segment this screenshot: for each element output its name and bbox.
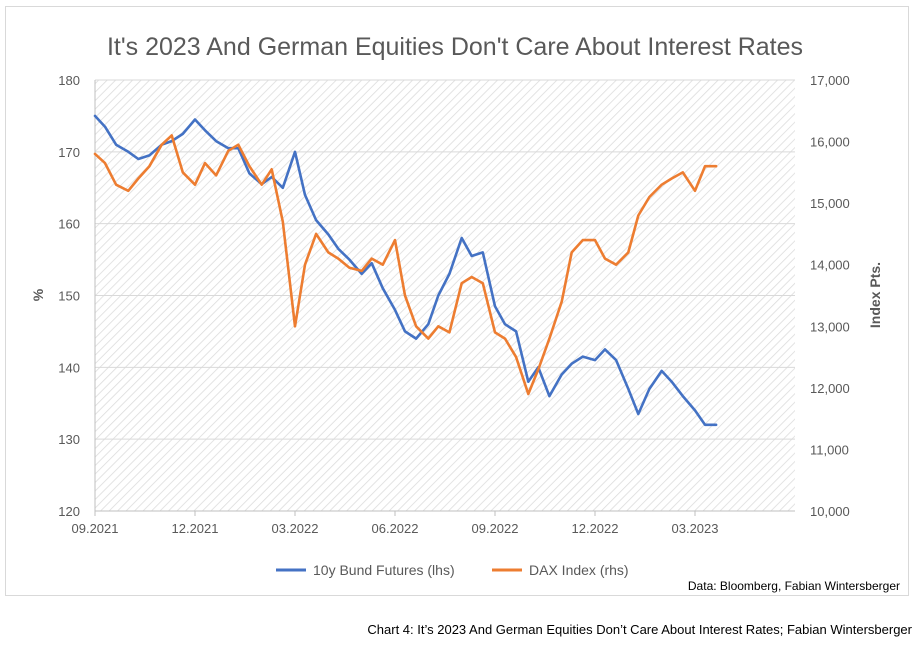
x-tick-label: 12.2022 (572, 521, 619, 536)
y-right-label: Index Pts. (867, 262, 883, 328)
y-left-tick-label: 130 (58, 432, 80, 447)
x-tick-label: 09.2021 (72, 521, 119, 536)
y-right-tick-label: 17,000 (810, 73, 850, 88)
y-left-tick-label: 170 (58, 145, 80, 160)
y-right-tick-label: 10,000 (810, 504, 850, 519)
legend-label-dax: DAX Index (rhs) (529, 562, 629, 578)
y-left-tick-label: 180 (58, 73, 80, 88)
chart-title: It's 2023 And German Equities Don't Care… (107, 33, 803, 61)
series-line-bund (93, 114, 718, 427)
legend: 10y Bund Futures (lhs) DAX Index (rhs) (276, 562, 629, 578)
right-axis: 10,000 11,000 12,000 13,000 14,000 15,000 16,0… (810, 73, 850, 519)
y-left-tick-label: 140 (58, 360, 80, 375)
y-left-tick-label: 120 (58, 504, 80, 519)
source-note: Data: Bloomberg, Fabian Wintersberger (688, 579, 900, 593)
series-line-dax (93, 134, 718, 396)
y-left-tick-label: 150 (58, 289, 80, 304)
chart-caption: Chart 4: It’s 2023 And German Equities D… (367, 622, 912, 637)
y-left-label: % (30, 288, 46, 301)
x-tick-label: 03.2022 (272, 521, 319, 536)
legend-label-bund: 10y Bund Futures (lhs) (313, 562, 455, 578)
y-left-tick-label: 160 (58, 217, 80, 232)
y-right-tick-label: 11,000 (810, 442, 849, 457)
x-tick-label: 03.2023 (672, 521, 719, 536)
y-right-tick-label: 12,000 (810, 381, 850, 396)
y-right-tick-label: 16,000 (810, 135, 850, 150)
left-axis: 120 130 140 150 160 170 180 (58, 73, 80, 519)
x-tick-label: 12.2021 (172, 521, 219, 536)
x-axis: 09.2021 12.2021 03.2022 06.2022 09.2022 12.20… (72, 80, 795, 536)
x-tick-label: 09.2022 (472, 521, 519, 536)
y-right-tick-label: 14,000 (810, 258, 850, 273)
series-lines (93, 114, 718, 427)
gridlines (95, 79, 795, 512)
y-right-tick-label: 13,000 (810, 319, 850, 334)
y-right-tick-label: 15,000 (810, 196, 850, 211)
x-tick-label: 06.2022 (372, 521, 419, 536)
